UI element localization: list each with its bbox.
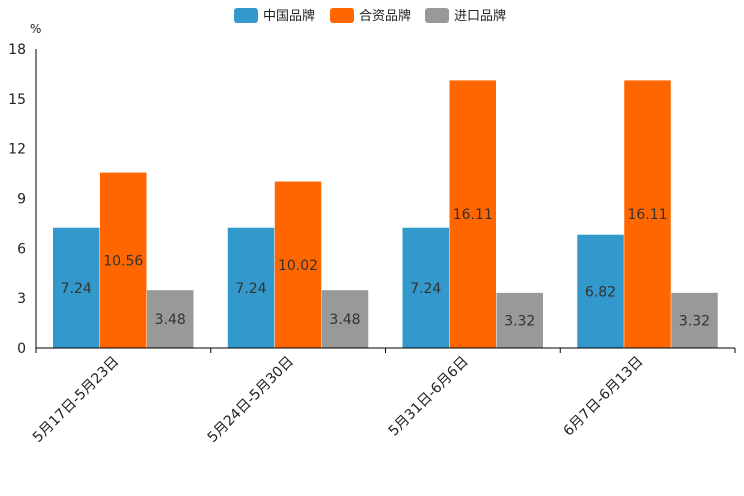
y-tick-label: 0 — [17, 341, 26, 357]
legend-swatch-3 — [425, 8, 449, 23]
legend-swatch-1 — [234, 8, 258, 23]
y-tick-label: 9 — [17, 192, 26, 208]
bars-group — [53, 80, 718, 349]
data-label-1-3: 3.48 — [155, 312, 186, 328]
data-label-1-2: 10.56 — [103, 253, 143, 269]
chart-legend: 中国品牌 合资品牌 进口品牌 — [234, 8, 506, 24]
legend-label-1: 中国品牌 — [263, 8, 315, 24]
data-label-1-1: 7.24 — [61, 281, 92, 297]
y-axis-unit: % — [30, 22, 41, 36]
x-axis: 5月17日-5月23日 5月24日-5月30日 5月31日-6月6日 6月7日-6月1… — [30, 347, 736, 446]
data-label-3-3: 3.32 — [504, 313, 535, 329]
data-label-4-3: 3.32 — [679, 313, 710, 329]
data-label-3-2: 16.11 — [453, 207, 493, 223]
y-tick-label: 15 — [8, 92, 26, 108]
bar-2-3 — [321, 290, 369, 348]
x-tick-label: 5月24日-5月30日 — [205, 354, 297, 446]
bar-2-2 — [274, 181, 322, 348]
y-axis: 0 3 6 9 12 15 18 — [8, 42, 37, 357]
data-label-2-2: 10.02 — [278, 258, 318, 274]
y-tick-label: 6 — [17, 241, 26, 257]
bar-4-3 — [671, 292, 718, 348]
data-label-4-2: 16.11 — [627, 207, 667, 223]
bar-4-1 — [577, 234, 624, 348]
x-tick-label: 5月17日-5月23日 — [30, 354, 122, 446]
y-tick-label: 18 — [8, 42, 26, 58]
data-labels-group: 7.24 10.56 3.48 7.24 10.02 3.48 7.24 16.11 3.32 6… — [61, 207, 710, 329]
legend-label-2: 合资品牌 — [359, 8, 411, 24]
y-tick-label: 3 — [17, 291, 26, 307]
legend-swatch-2 — [330, 8, 354, 23]
bar-1-1 — [53, 227, 100, 348]
bar-1-3 — [147, 290, 194, 348]
bar-3-2 — [449, 80, 496, 349]
x-tick-label: 5月31日-6月6日 — [386, 354, 472, 440]
bar-3-3 — [496, 292, 543, 348]
x-tick-label: 6月7日-6月13日 — [560, 354, 646, 440]
data-label-2-1: 7.24 — [235, 281, 266, 297]
bar-3-1 — [402, 227, 449, 348]
data-label-2-3: 3.48 — [329, 312, 360, 328]
legend-label-3: 进口品牌 — [454, 8, 506, 24]
data-label-4-1: 6.82 — [585, 284, 616, 300]
y-tick-label: 12 — [8, 142, 26, 158]
bar-2-1 — [227, 227, 275, 348]
data-label-3-1: 7.24 — [410, 281, 441, 297]
bar-4-2 — [624, 80, 671, 349]
bar-1-2 — [100, 172, 147, 348]
